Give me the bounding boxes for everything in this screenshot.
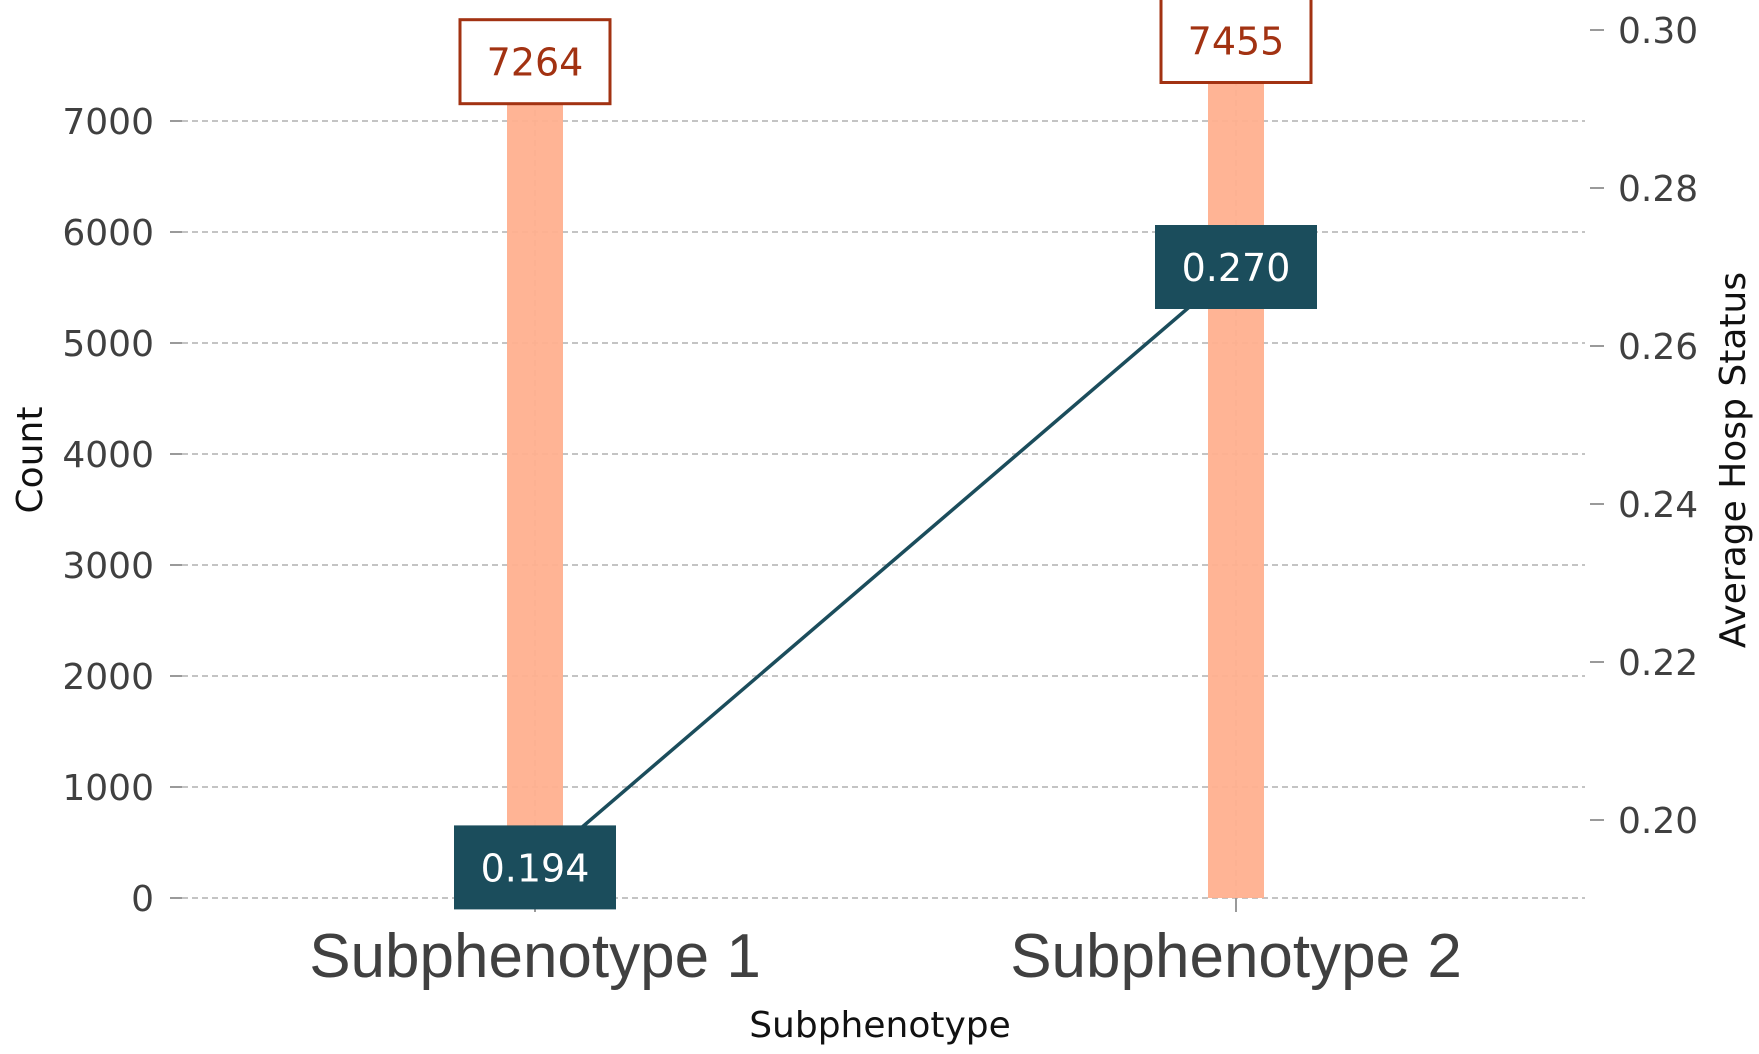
right-y-axis: 0.20 0.22 0.24 0.26 0.28 0.30 [1590, 11, 1698, 842]
left-y-axis: 0 1000 2000 3000 4000 5000 6000 7000 [62, 102, 182, 920]
left-tick-label: 2000 [62, 657, 154, 698]
x-axis-title: Subphenotype [749, 1005, 1011, 1046]
right-tick-label: 0.28 [1618, 169, 1698, 210]
count-bar [507, 91, 563, 899]
right-tick-label: 0.26 [1618, 327, 1698, 368]
left-tick-label: 3000 [62, 546, 154, 587]
count-label: 7264 [487, 41, 584, 85]
right-tick-label: 0.24 [1618, 485, 1698, 526]
line-series [533, 265, 1238, 869]
left-tick-label: 7000 [62, 102, 154, 143]
left-tick-label: 0 [131, 879, 154, 920]
left-tick-label: 5000 [62, 324, 154, 365]
left-tick-label: 4000 [62, 435, 154, 476]
avg-label-box [1155, 225, 1317, 309]
right-tick-label: 0.30 [1618, 11, 1698, 52]
count-label: 7455 [1188, 19, 1285, 63]
avg-label: 0.194 [481, 846, 590, 890]
count-bar [1208, 70, 1264, 899]
count-label-box [458, 18, 612, 106]
right-axis-title: Average Hosp Status [1713, 272, 1754, 648]
count-label-box [1159, 0, 1313, 84]
left-tick-label: 6000 [62, 213, 154, 254]
avg-hosp-line [533, 265, 1238, 869]
x-axis: Subphenotype 1 Subphenotype 2 [309, 898, 1462, 991]
data-labels: 7264 7455 0.194 0.270 [454, 0, 1317, 910]
avg-label-box [454, 825, 616, 910]
left-axis-title: Count [10, 407, 51, 514]
right-tick-label: 0.22 [1618, 643, 1698, 684]
grid-lines [182, 30, 1585, 899]
left-tick-label: 1000 [62, 768, 154, 809]
right-tick-label: 0.20 [1618, 801, 1698, 842]
avg-label: 0.270 [1182, 246, 1291, 290]
bars [507, 70, 1264, 899]
category-label: Subphenotype 2 [1010, 922, 1462, 991]
category-label: Subphenotype 1 [309, 922, 761, 991]
